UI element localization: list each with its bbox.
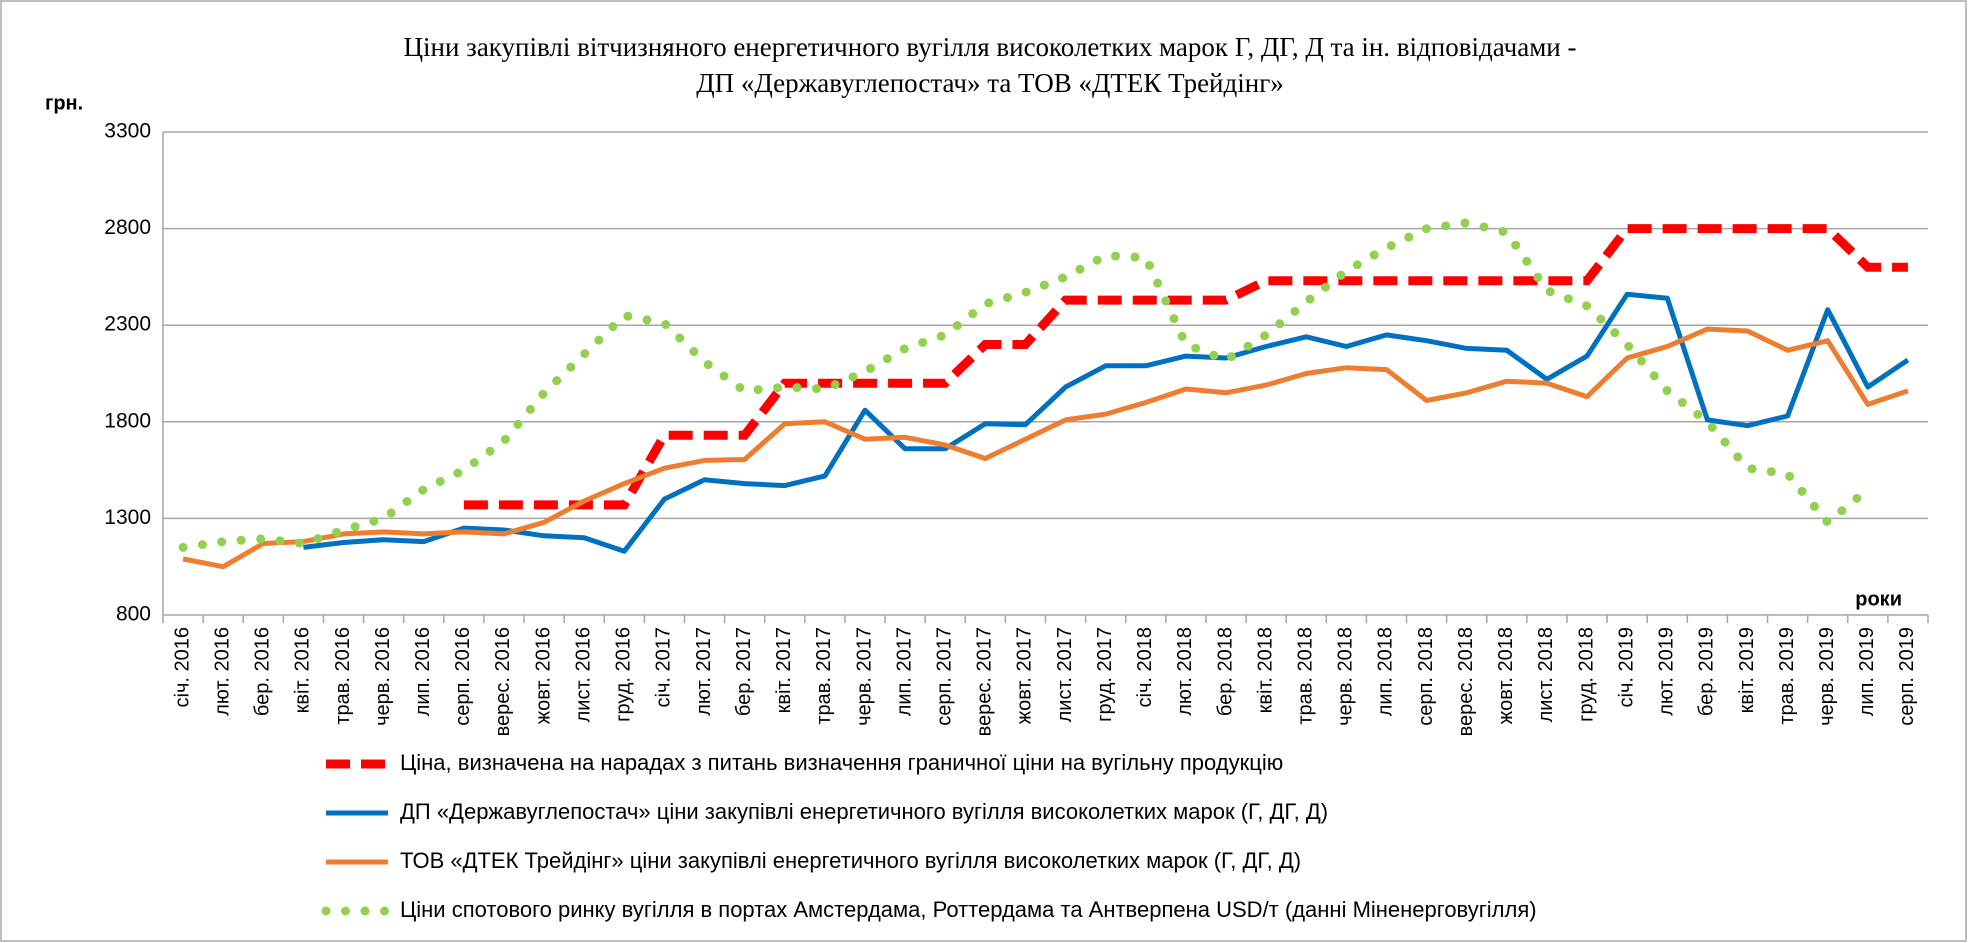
x-tick-label: лист. 2017 [1054,627,1076,722]
series-line [463,224,1908,510]
x-tick-label: лип. 2019 [1856,627,1878,716]
x-tick-label: квіт. 2016 [292,627,314,713]
x-tick-label: лип. 2018 [1375,627,1397,716]
x-tick-label: лют. 2018 [1174,627,1196,716]
y-tick-label: 3300 [104,120,151,143]
x-tick-label: трав. 2018 [1295,627,1317,725]
x-tick-label: серп. 2016 [452,627,474,726]
x-tick-label: лип. 2016 [412,627,434,716]
y-tick-label: 2800 [104,216,151,239]
x-tick-label: бер. 2016 [252,627,274,716]
x-tick-label: верес. 2016 [492,627,514,736]
x-tick-label: січ. 2017 [653,627,675,707]
legend-label: ДП «Державуглепостач» ціни закупівлі ене… [400,799,1328,824]
x-tick-label: лист. 2016 [572,627,594,722]
series-line [182,326,1909,570]
x-tick-label: трав. 2017 [813,627,835,725]
x-tick-label: жовт. 2016 [532,627,554,724]
x-tick-label: серп. 2019 [1896,627,1918,726]
x-tick-label: бер. 2017 [733,627,755,716]
x-tick-label: лют. 2017 [693,627,715,716]
x-tick-label: лист. 2018 [1535,627,1557,722]
y-tick-label: 1800 [104,409,151,432]
y-axis-label: грн. [45,92,83,114]
x-tick-label: жовт. 2017 [1014,627,1036,724]
chart-title: Ціни закупівлі вітчизняного енергетичног… [404,32,1577,62]
x-tick-label: черв. 2016 [372,627,394,726]
legend-label: Ціна, визначена на нарадах з питань визн… [400,750,1283,775]
x-tick-label: серп. 2018 [1415,627,1437,726]
legend-label: Ціни спотового ринку вугілля в портах Ам… [400,897,1537,922]
y-tick-label: 1300 [104,506,151,529]
x-tick-label: лют. 2016 [211,627,233,716]
x-tick-label: верес. 2017 [974,627,996,736]
x-axis-label: роки [1855,588,1902,610]
x-tick-label: бер. 2019 [1696,627,1718,716]
x-tick-label: лип. 2017 [893,627,915,716]
y-tick-label: 800 [116,603,151,626]
series-line [303,291,1910,554]
x-tick-label: черв. 2019 [1816,627,1838,726]
chart-title: ДП «Державуглепостач» та ТОВ «ДТЕК Трейд… [696,68,1284,98]
x-tick-label: квіт. 2018 [1254,627,1276,713]
y-tick-label: 2300 [104,313,151,336]
x-tick-label: жовт. 2018 [1495,627,1517,724]
legend-label: ТОВ «ДТЕК Трейдінг» ціни закупівлі енерг… [400,848,1301,873]
x-tick-label: трав. 2016 [332,627,354,725]
x-tick-label: квіт. 2017 [773,627,795,713]
x-tick-label: бер. 2018 [1214,627,1236,716]
x-tick-label: серп. 2017 [933,627,955,726]
x-tick-label: верес. 2018 [1455,627,1477,736]
x-tick-label: груд. 2018 [1575,627,1597,722]
x-tick-label: січ. 2018 [1134,627,1156,707]
series-line [178,218,1873,552]
x-tick-label: груд. 2016 [613,627,635,722]
x-tick-label: черв. 2018 [1335,627,1357,726]
x-tick-label: квіт. 2019 [1736,627,1758,713]
x-tick-label: черв. 2017 [853,627,875,726]
x-tick-label: січ. 2019 [1615,627,1637,707]
x-tick-label: лют. 2019 [1656,627,1678,716]
x-tick-label: трав. 2019 [1776,627,1798,725]
x-tick-label: груд. 2017 [1094,627,1116,722]
x-tick-label: січ. 2016 [171,627,193,707]
